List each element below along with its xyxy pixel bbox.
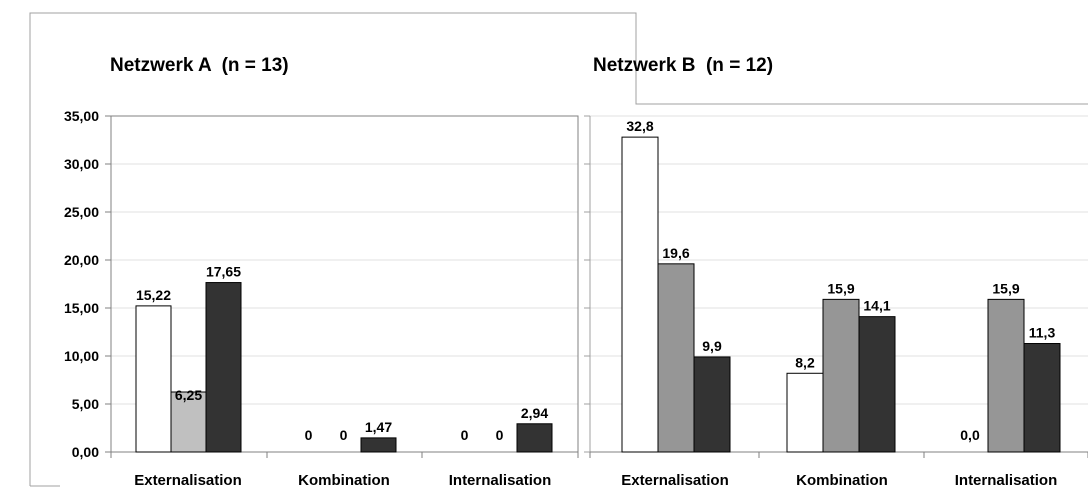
category-labels-a: Externalisation Kombination Internalisatio… <box>134 472 551 489</box>
data-labels-b: 32,8 19,6 9,9 8,2 15,9 14,1 0,0 15,9 11,3 <box>626 118 1055 443</box>
data-label: 0 <box>496 427 504 443</box>
bar-a-0-0 <box>135 305 172 453</box>
bar-a-1-2 <box>360 437 397 453</box>
bar-b-1-2 <box>858 316 896 453</box>
data-label: 6,25 <box>175 387 202 403</box>
y-tick-label: 15,00 <box>64 300 99 316</box>
data-label: 32,8 <box>626 118 653 134</box>
category-labels-b: Externalisation Kombination Internalisatio… <box>621 472 1057 489</box>
data-label: 11,3 <box>1029 325 1056 341</box>
category-label: Kombination <box>298 472 390 489</box>
y-ticks-a: 0,00 5,00 10,00 15,00 20,00 25,00 30,00 35,00 <box>64 108 590 460</box>
bar-b-0-2 <box>693 356 731 453</box>
bar-a-0-1 <box>170 391 207 453</box>
data-label: 15,9 <box>827 280 854 296</box>
plot-area-a <box>110 115 579 453</box>
data-label: 0 <box>461 427 469 443</box>
y-tick-label: 35,00 <box>64 108 99 124</box>
bar-b-0-1 <box>657 263 695 453</box>
data-label: 9,9 <box>702 338 722 354</box>
data-label: 19,6 <box>662 245 689 261</box>
y-tick-label: 20,00 <box>64 252 99 268</box>
bar-b-2-1 <box>987 298 1025 453</box>
title-netzwerk-a: Netzwerk A (n = 13) <box>110 55 289 76</box>
title-netzwerk-b: Netzwerk B (n = 12) <box>593 55 773 76</box>
data-label: 0 <box>340 427 348 443</box>
category-label: Kombination <box>796 472 888 489</box>
data-label: 15,9 <box>992 280 1019 296</box>
category-label: Externalisation <box>134 472 242 489</box>
y-tick-label: 25,00 <box>64 204 99 220</box>
data-label: 15,22 <box>136 287 171 303</box>
category-label: Internalisation <box>449 472 552 489</box>
data-label: 0 <box>305 427 313 443</box>
bar-b-1-1 <box>822 298 860 453</box>
y-tick-label: 0,00 <box>72 444 99 460</box>
bar-b-1-0 <box>786 372 824 453</box>
y-tick-label: 10,00 <box>64 348 99 364</box>
category-separators-a <box>110 452 579 458</box>
bar-a-0-2 <box>205 282 242 453</box>
category-label: Externalisation <box>621 472 729 489</box>
y-tick-label: 5,00 <box>72 396 99 412</box>
data-label: 2,94 <box>521 405 548 421</box>
data-label: 0,0 <box>960 427 980 443</box>
category-separators-b <box>589 452 1088 458</box>
category-label: Internalisation <box>955 472 1058 489</box>
gridlines-a <box>111 115 578 405</box>
bar-b-0-0 <box>621 136 659 453</box>
y-tick-label: 30,00 <box>64 156 99 172</box>
data-label: 17,65 <box>206 264 241 280</box>
data-labels-a: 15,22 6,25 17,65 0 0 1,47 0 0 2,94 <box>136 264 548 443</box>
frame-lines <box>29 12 1088 487</box>
data-label: 1,47 <box>365 419 392 435</box>
bars-a <box>135 282 553 453</box>
data-label: 14,1 <box>863 298 890 314</box>
bars-b <box>621 136 1061 453</box>
bar-a-2-2 <box>516 423 553 453</box>
bar-b-2-2 <box>1023 343 1061 453</box>
data-label: 8,2 <box>795 354 815 370</box>
